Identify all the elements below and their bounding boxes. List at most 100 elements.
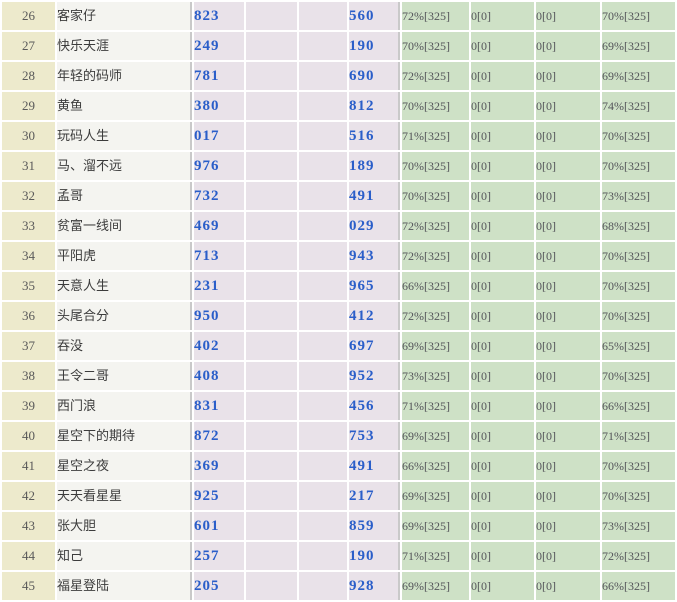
number-cell-1: 257 <box>194 542 244 570</box>
player-name-cell: 星空下的期待 <box>57 422 192 450</box>
stat-cell-2: 0[0] <box>471 422 534 450</box>
table-row: 39 西门浪 831 456 71%[325] 0[0] 0[0] 66%[325] <box>2 392 675 420</box>
number-cell-2: 412 <box>349 302 400 330</box>
blank-cell-2 <box>299 392 347 420</box>
stat-cell-3: 0[0] <box>536 152 600 180</box>
stat-cell-3: 0[0] <box>536 122 600 150</box>
rank-cell: 28 <box>2 62 55 90</box>
stat-cell-3: 0[0] <box>536 542 600 570</box>
table-row: 27 快乐天涯 249 190 70%[325] 0[0] 0[0] 69%[325] <box>2 32 675 60</box>
number-cell-2: 217 <box>349 482 400 510</box>
player-name-cell: 平阳虎 <box>57 242 192 270</box>
stat-cell-2: 0[0] <box>471 362 534 390</box>
blank-cell-1 <box>246 302 297 330</box>
blank-cell-1 <box>246 122 297 150</box>
number-cell-1: 408 <box>194 362 244 390</box>
stat-cell-1: 70%[325] <box>402 152 469 180</box>
blank-cell-2 <box>299 182 347 210</box>
number-cell-2: 965 <box>349 272 400 300</box>
table-row: 32 孟哥 732 491 70%[325] 0[0] 0[0] 73%[325] <box>2 182 675 210</box>
table-row: 36 头尾合分 950 412 72%[325] 0[0] 0[0] 70%[325] <box>2 302 675 330</box>
rank-cell: 26 <box>2 2 55 30</box>
player-name-cell: 福星登陆 <box>57 572 192 600</box>
stat-cell-4: 73%[325] <box>602 182 675 210</box>
stat-cell-1: 72%[325] <box>402 242 469 270</box>
stat-cell-1: 69%[325] <box>402 512 469 540</box>
number-cell-2: 697 <box>349 332 400 360</box>
blank-cell-1 <box>246 362 297 390</box>
blank-cell-1 <box>246 242 297 270</box>
stat-cell-1: 72%[325] <box>402 212 469 240</box>
stat-cell-4: 70%[325] <box>602 482 675 510</box>
stat-cell-2: 0[0] <box>471 2 534 30</box>
number-cell-2: 943 <box>349 242 400 270</box>
blank-cell-1 <box>246 2 297 30</box>
stat-cell-1: 66%[325] <box>402 272 469 300</box>
player-name-cell: 天天看星星 <box>57 482 192 510</box>
number-cell-1: 713 <box>194 242 244 270</box>
blank-cell-2 <box>299 452 347 480</box>
stat-cell-2: 0[0] <box>471 182 534 210</box>
blank-cell-1 <box>246 92 297 120</box>
blank-cell-1 <box>246 332 297 360</box>
stat-cell-4: 66%[325] <box>602 572 675 600</box>
stat-cell-3: 0[0] <box>536 272 600 300</box>
blank-cell-2 <box>299 242 347 270</box>
stat-cell-2: 0[0] <box>471 212 534 240</box>
number-cell-2: 690 <box>349 62 400 90</box>
player-name-cell: 孟哥 <box>57 182 192 210</box>
blank-cell-1 <box>246 272 297 300</box>
number-cell-2: 928 <box>349 572 400 600</box>
stat-cell-3: 0[0] <box>536 332 600 360</box>
stat-cell-3: 0[0] <box>536 182 600 210</box>
player-name-cell: 张大胆 <box>57 512 192 540</box>
stat-cell-1: 72%[325] <box>402 302 469 330</box>
stat-cell-1: 69%[325] <box>402 422 469 450</box>
rank-cell: 35 <box>2 272 55 300</box>
player-name-cell: 黄鱼 <box>57 92 192 120</box>
table-row: 30 玩码人生 017 516 71%[325] 0[0] 0[0] 70%[325] <box>2 122 675 150</box>
player-name-cell: 吞没 <box>57 332 192 360</box>
stat-cell-2: 0[0] <box>471 392 534 420</box>
number-cell-1: 380 <box>194 92 244 120</box>
table-row: 37 吞没 402 697 69%[325] 0[0] 0[0] 65%[325] <box>2 332 675 360</box>
number-cell-2: 753 <box>349 422 400 450</box>
stat-cell-1: 71%[325] <box>402 392 469 420</box>
stat-cell-2: 0[0] <box>471 32 534 60</box>
number-cell-2: 560 <box>349 2 400 30</box>
blank-cell-2 <box>299 212 347 240</box>
player-name-cell: 天意人生 <box>57 272 192 300</box>
stat-cell-3: 0[0] <box>536 302 600 330</box>
stat-cell-4: 69%[325] <box>602 32 675 60</box>
number-cell-2: 859 <box>349 512 400 540</box>
rank-cell: 40 <box>2 422 55 450</box>
player-name-cell: 头尾合分 <box>57 302 192 330</box>
table-row: 29 黄鱼 380 812 70%[325] 0[0] 0[0] 74%[325] <box>2 92 675 120</box>
stat-cell-1: 73%[325] <box>402 362 469 390</box>
number-cell-1: 831 <box>194 392 244 420</box>
number-cell-1: 950 <box>194 302 244 330</box>
blank-cell-2 <box>299 32 347 60</box>
stat-cell-2: 0[0] <box>471 92 534 120</box>
stat-cell-3: 0[0] <box>536 32 600 60</box>
stat-cell-1: 69%[325] <box>402 482 469 510</box>
stat-cell-4: 70%[325] <box>602 302 675 330</box>
rank-cell: 39 <box>2 392 55 420</box>
number-cell-1: 601 <box>194 512 244 540</box>
stat-cell-1: 70%[325] <box>402 182 469 210</box>
stat-cell-4: 66%[325] <box>602 392 675 420</box>
stat-cell-4: 70%[325] <box>602 152 675 180</box>
number-cell-1: 872 <box>194 422 244 450</box>
number-cell-2: 189 <box>349 152 400 180</box>
stat-cell-4: 73%[325] <box>602 512 675 540</box>
rank-cell: 31 <box>2 152 55 180</box>
blank-cell-2 <box>299 482 347 510</box>
number-cell-1: 781 <box>194 62 244 90</box>
stat-cell-3: 0[0] <box>536 2 600 30</box>
number-cell-2: 491 <box>349 182 400 210</box>
table-row: 33 贫富一线间 469 029 72%[325] 0[0] 0[0] 68%[325] <box>2 212 675 240</box>
stat-cell-1: 72%[325] <box>402 2 469 30</box>
rank-cell: 34 <box>2 242 55 270</box>
rank-cell: 37 <box>2 332 55 360</box>
stat-cell-1: 69%[325] <box>402 572 469 600</box>
